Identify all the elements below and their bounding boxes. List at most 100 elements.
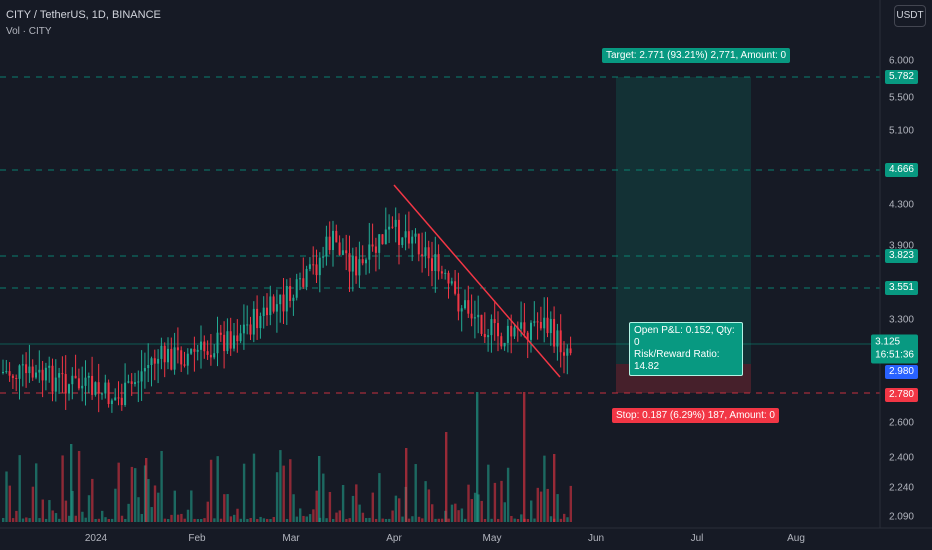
volume-bar <box>117 462 120 522</box>
volume-bar <box>190 490 193 522</box>
volume-bar <box>322 473 325 522</box>
candle-body <box>11 375 14 378</box>
price-label-3551[interactable]: 3.551 <box>884 281 918 295</box>
volume-bar <box>358 504 361 522</box>
candle-body <box>84 377 87 386</box>
price-label-3823[interactable]: 3.823 <box>884 249 918 263</box>
candle-body <box>269 296 272 316</box>
volume-bar <box>391 510 394 522</box>
currency-button[interactable]: USDT <box>894 5 926 27</box>
entry-price-label[interactable]: 2.980 <box>884 365 918 379</box>
grid-levels <box>0 76 880 394</box>
price-tick: 2.240 <box>888 482 914 494</box>
target-label[interactable]: Target: 2.771 (93.21%) 2,771, Amount: 0 <box>602 48 791 63</box>
candle-body <box>457 293 460 312</box>
volume-bar <box>563 513 566 522</box>
volume-bar <box>266 518 269 522</box>
volume-bar <box>15 510 18 522</box>
volume-bar <box>341 484 345 522</box>
candle-body <box>348 253 351 272</box>
candle-body <box>332 230 334 251</box>
stop-price-label[interactable]: 2.780 <box>884 388 918 402</box>
volume-bar <box>233 514 236 522</box>
candle-body <box>173 347 176 370</box>
candle-body <box>335 230 338 243</box>
candle-body <box>365 259 367 264</box>
candle-body <box>497 323 499 337</box>
candle-body <box>523 322 526 333</box>
candle-body <box>338 242 341 255</box>
candle-body <box>229 331 232 349</box>
volume-bar <box>84 517 87 522</box>
volume-bar <box>223 494 226 522</box>
risk-reward: Risk/Reward Ratio: 14.82 <box>634 349 720 372</box>
volume-bar <box>405 448 408 522</box>
volume-bar <box>64 500 68 522</box>
price-label-4666[interactable]: 4.666 <box>884 163 918 177</box>
volume-bar <box>167 518 170 522</box>
volume-bar <box>295 516 299 522</box>
volume-bar <box>523 392 526 522</box>
candle-body <box>61 373 64 375</box>
volume-bar <box>236 508 239 522</box>
candle-body <box>381 234 384 245</box>
candle-body <box>110 400 113 405</box>
price-label-5782[interactable]: 5.782 <box>884 70 918 84</box>
volume-bar <box>302 515 305 522</box>
candle-body <box>77 378 80 389</box>
volume-bar <box>226 494 229 522</box>
volume-bar <box>546 488 549 522</box>
candle-body <box>213 353 216 358</box>
volume-bar <box>467 484 470 522</box>
volume-bar <box>361 512 365 522</box>
candle-body <box>223 334 226 352</box>
candle-body <box>200 341 202 350</box>
volume-bar <box>374 518 378 522</box>
volume-bars <box>2 392 572 522</box>
volume-bar <box>256 518 259 522</box>
volume-bar <box>424 481 427 522</box>
candle-body <box>104 382 107 394</box>
volume-bar <box>206 501 209 522</box>
candle-body <box>308 264 311 269</box>
candle-body <box>358 259 361 276</box>
volume-bar <box>483 518 487 522</box>
time-tick: Jun <box>587 533 605 544</box>
volume-bar <box>249 517 252 522</box>
candle-body <box>28 366 31 374</box>
volume-bar <box>506 467 510 522</box>
candle-body <box>134 382 136 385</box>
volume-bar <box>447 518 450 522</box>
candle-body <box>427 247 430 259</box>
candle-body <box>563 352 565 356</box>
stop-label[interactable]: Stop: 0.187 (6.29%) 187, Amount: 0 <box>612 408 779 423</box>
volume-bar <box>427 489 431 522</box>
candle-body <box>398 219 400 245</box>
candle-body <box>391 226 394 228</box>
candle-body <box>513 327 516 337</box>
price-tick: 2.400 <box>888 452 914 464</box>
trend-line[interactable] <box>393 184 561 378</box>
volume-bar <box>127 503 130 522</box>
candle-body <box>487 335 490 338</box>
current-price-value: 3.125 <box>875 336 901 348</box>
candle-body <box>153 358 156 364</box>
volume-bar <box>279 450 282 522</box>
current-price-label[interactable]: 3.125 16:51:36 <box>871 334 918 364</box>
target-zone[interactable] <box>616 77 751 364</box>
volume-bar <box>460 508 464 522</box>
pnl-box[interactable]: Open P&L: 0.152, Qty: 0 Risk/Reward Rati… <box>629 322 743 376</box>
volume-bar <box>285 518 289 522</box>
price-tick: 5.500 <box>888 92 914 104</box>
volume-bar <box>378 473 381 522</box>
candle-body <box>167 348 169 363</box>
candle-body <box>302 278 305 287</box>
candle-body <box>470 313 473 319</box>
volume-bar <box>272 517 275 522</box>
candle-body <box>51 365 54 392</box>
candle-body <box>48 365 51 368</box>
candle-body <box>424 247 427 256</box>
candle-body <box>190 348 193 354</box>
volume-bar <box>470 499 473 522</box>
